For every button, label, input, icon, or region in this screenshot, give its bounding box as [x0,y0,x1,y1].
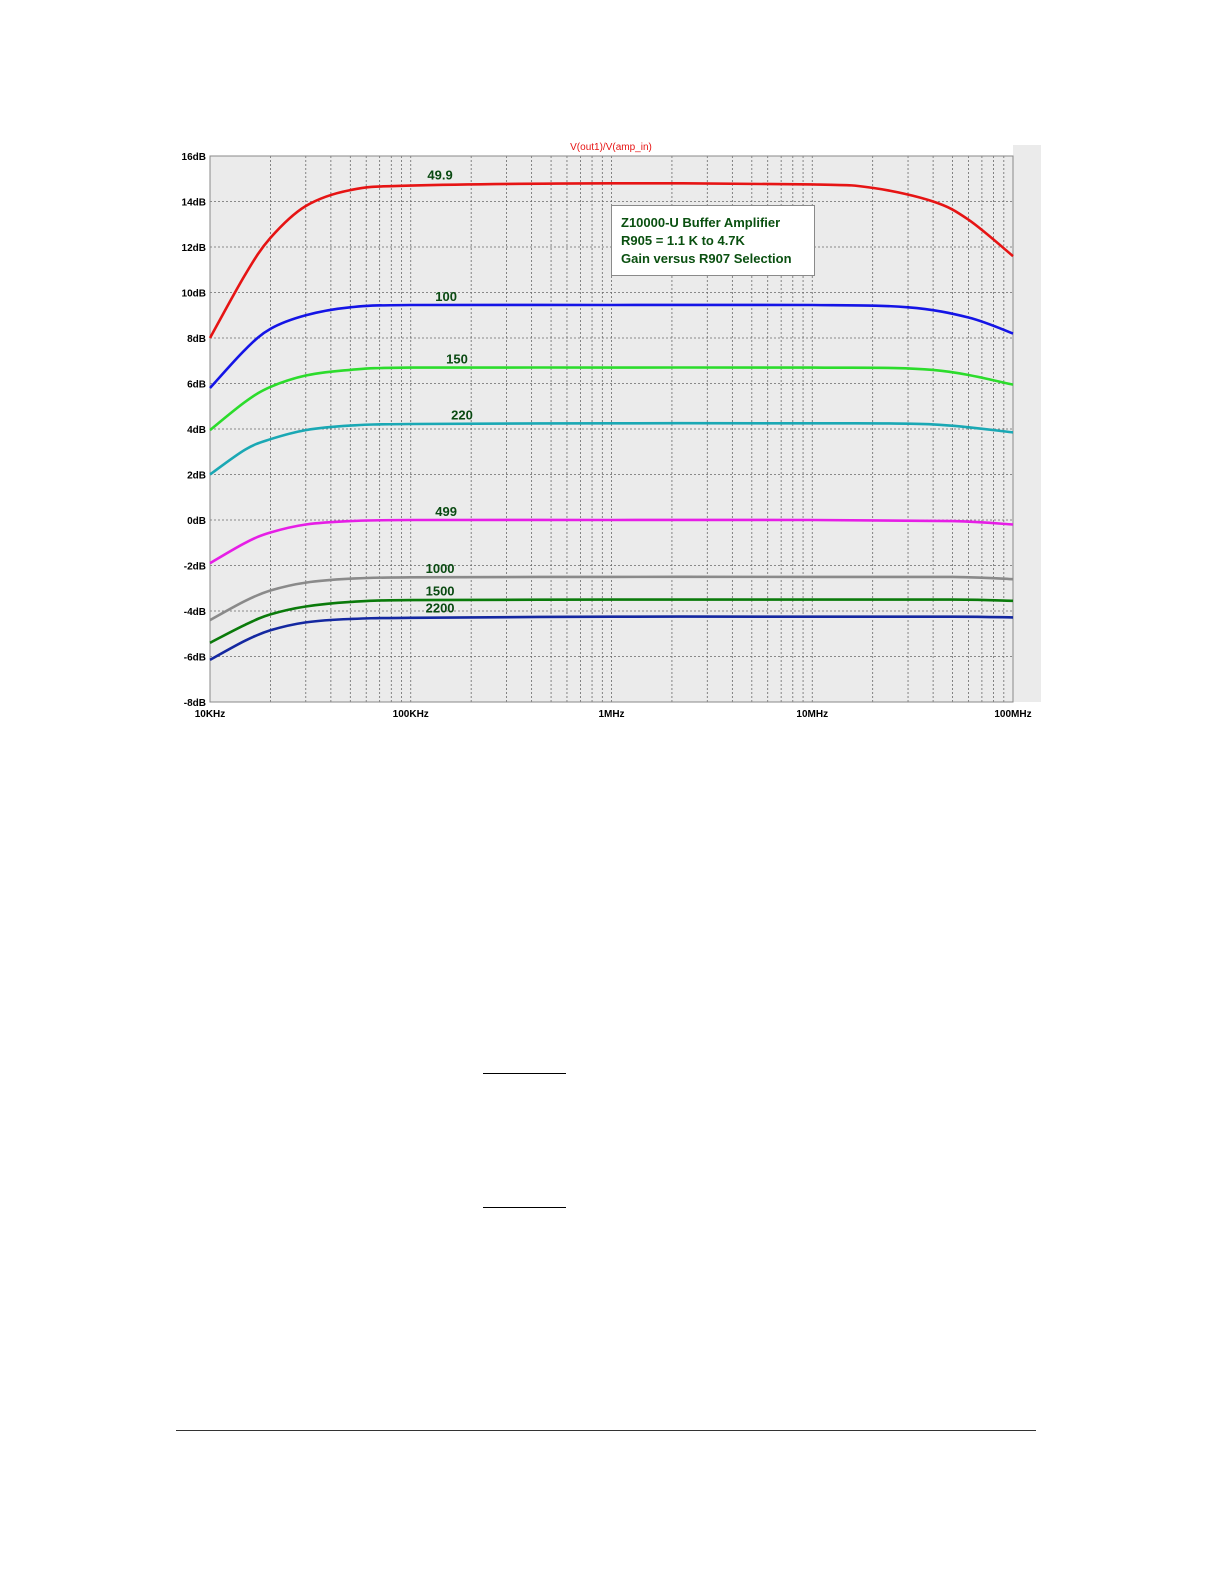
y-tick-label: -8dB [184,698,206,709]
y-tick-label: 16dB [182,152,206,163]
y-tick-label: 2dB [187,471,206,482]
x-tick-label: 100KHz [393,709,429,720]
y-tick-label: 10dB [182,289,206,300]
chart-title: V(out1)/V(amp_in) [570,142,652,153]
series-layer [208,181,1014,662]
y-tick-label: 4dB [187,425,206,436]
series-line-49.9 [208,181,1014,339]
y-tick-label: 14dB [182,198,206,209]
annotation-line-2: R905 = 1.1 K to 4.7K [621,233,745,248]
x-tick-label: 10KHz [195,709,226,720]
series-line-100 [209,303,1014,389]
series-line-1000 [209,575,1014,622]
footer-rule [176,1430,1036,1431]
curve-label: 1500 [426,584,455,599]
x-tick-label: 1MHz [598,709,624,720]
y-tick-label: 8dB [187,334,206,345]
plot-right-margin [1013,145,1041,702]
curve-label: 220 [451,407,473,422]
annotation-line-3: Gain versus R907 Selection [621,251,792,266]
curve-label: 150 [446,352,468,367]
curve-label: 49.9 [427,167,452,182]
y-tick-label: 12dB [182,243,206,254]
series-line-150 [209,366,1014,432]
y-tick-label: 0dB [187,516,206,527]
curve-label: 2200 [426,601,455,616]
gain-plot: 16dB 14dB 12dB 10dB 8dB 6dB 4dB 2dB 0dB -2dB -4dB -… [182,142,1041,720]
annotation-line-1: Z10000-U Buffer Amplifier [621,215,781,230]
curve-label: 100 [435,289,457,304]
curve-label: 499 [435,504,457,519]
underline-rule [483,1207,566,1208]
y-tick-label: -2dB [184,562,206,573]
series-line-1500 [209,598,1014,644]
curve-labels: 49.9 100 150 220 499 1000 1500 2200 [426,167,473,615]
x-tick-label: 10MHz [796,709,828,720]
tick-labels: 16dB 14dB 12dB 10dB 8dB 6dB 4dB 2dB 0dB -2dB -4dB -… [182,152,1032,720]
x-tick-label: 100MHz [994,709,1031,720]
y-tick-label: -6dB [184,653,206,664]
underline-rule [483,1073,566,1074]
series-line-2200 [209,615,1014,662]
annotation-box: Z10000-U Buffer Amplifier R905 = 1.1 K t… [611,205,815,276]
series-line-499 [209,518,1014,565]
y-tick-label: -4dB [184,607,206,618]
y-tick-label: 6dB [187,380,206,391]
curve-label: 1000 [426,561,455,576]
series-line-220 [209,421,1014,476]
